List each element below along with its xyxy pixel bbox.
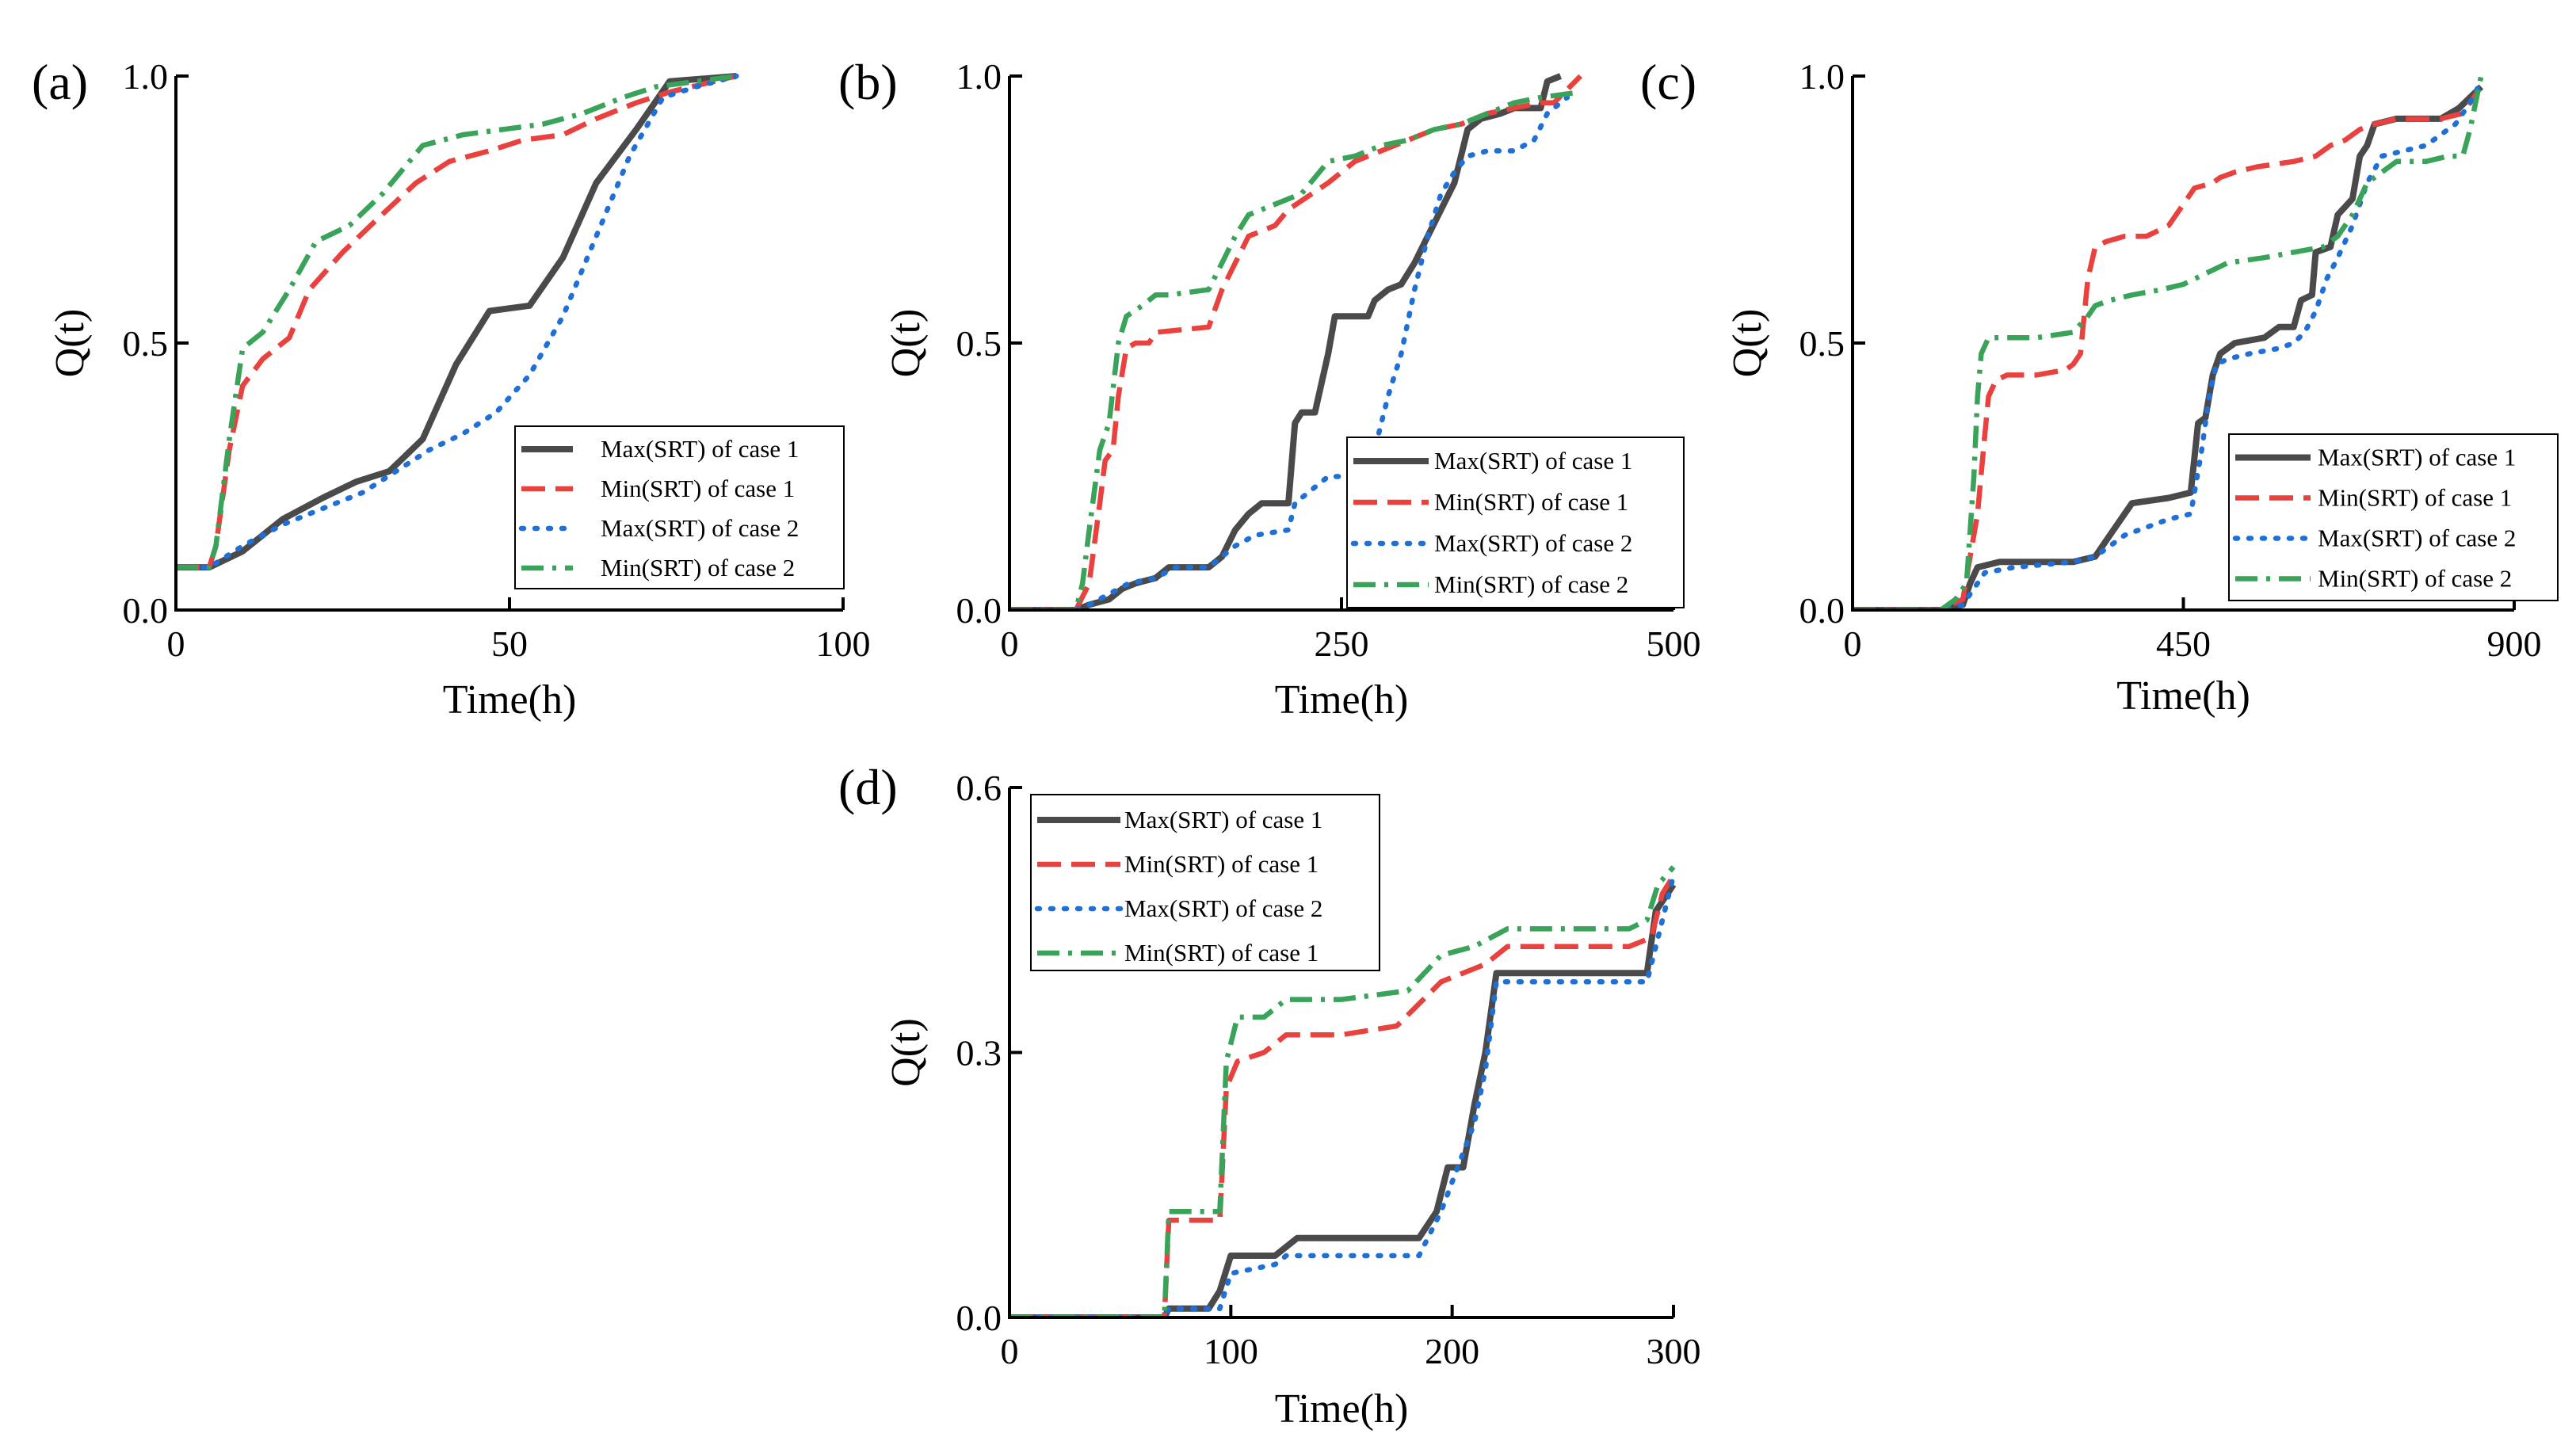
y-tick-label: 0.5	[956, 323, 1002, 364]
legend-entry: Min(SRT) of case 1	[1124, 850, 1319, 878]
x-tick-label: 300	[1647, 1331, 1701, 1371]
legend-entry: Min(SRT) of case 1	[1124, 939, 1319, 967]
x-tick-label: 50	[491, 623, 528, 664]
legend: Max(SRT) of case 1 Min(SRT) of case 1 Max(…	[1030, 794, 1380, 971]
series-group	[1853, 75, 2484, 610]
legend: Max(SRT) of case 1 Min(SRT) of case 1 Max(…	[1346, 437, 1685, 608]
panel-label: (c)	[1640, 54, 1696, 110]
series-line-4	[1009, 89, 1582, 610]
x-tick-label: 0	[1001, 1331, 1019, 1371]
legend-entry: Max(SRT) of case 2	[1434, 529, 1632, 557]
x-tick-label: 100	[1204, 1331, 1258, 1371]
series-group	[1009, 73, 1583, 610]
x-axis-title: Time(h)	[1275, 677, 1409, 723]
series-group	[1009, 865, 1677, 1317]
y-axis-title: Q(t)	[1725, 309, 1770, 378]
legend-box	[514, 425, 845, 589]
x-axis-title: Time(h)	[1275, 1386, 1409, 1432]
series-line-3	[1853, 78, 2484, 610]
y-tick-label: 1.0	[956, 56, 1002, 97]
series-line-1	[1009, 883, 1677, 1317]
y-tick-label: 0.5	[123, 323, 169, 364]
chart-panel-b: 0 250 500 0.0 0.5 1.0 Time(h) Q(t) (b) Max(SRT) o…	[838, 54, 1701, 723]
y-axis-title: Q(t)	[883, 309, 929, 378]
series-line-4	[1009, 865, 1676, 1317]
legend-entry: Max(SRT) of case 1	[601, 435, 799, 463]
x-tick-label: 200	[1425, 1331, 1479, 1371]
legend: Max(SRT) of case 1 Min(SRT) of case 1 Max(…	[2228, 433, 2559, 601]
x-tick-label: 0	[1001, 623, 1019, 664]
y-tick-label: 0.0	[123, 590, 169, 631]
x-tick-label: 100	[816, 623, 871, 664]
series-line-3	[176, 73, 739, 570]
x-axis-title: Time(h)	[443, 677, 577, 723]
x-tick-label: 450	[2156, 623, 2211, 664]
legend-entry: Min(SRT) of case 1	[601, 475, 795, 502]
x-tick-label: 0	[1844, 623, 1862, 664]
y-tick-label: 0.0	[956, 590, 1002, 631]
panel-label: (d)	[838, 759, 898, 815]
chart-panel-c: 0 450 900 0.0 0.5 1.0 Time(h) Q(t) (c) Max(SRT) o…	[1640, 54, 2559, 719]
panel-label: (a)	[32, 54, 88, 110]
legend-entry: Min(SRT) of case 1	[2318, 484, 2512, 512]
series-line-3	[1009, 873, 1677, 1317]
legend-entry: Max(SRT) of case 1	[1434, 447, 1632, 475]
series-line-2	[1009, 874, 1676, 1317]
series-line-3	[1009, 94, 1570, 610]
y-tick-label: 1.0	[123, 56, 169, 97]
chart-panel-a: 0 50 100 0.0 0.5 1.0 Time(h) Q(t) (a) Max(SRT) of…	[32, 54, 871, 723]
series-line-4	[176, 73, 737, 570]
panel-label: (b)	[838, 54, 898, 110]
series-line-1	[1009, 73, 1562, 610]
y-axis-title: Q(t)	[48, 309, 93, 378]
series-group	[176, 73, 739, 571]
y-tick-label: 0.0	[1799, 590, 1845, 631]
legend-box	[2228, 433, 2559, 601]
legend-entry: Max(SRT) of case 2	[2318, 524, 2516, 552]
chart-panel-d: 0 100 200 300 0.0 0.3 0.6 Time(h) Q(t) (d) Max(SRT…	[838, 759, 1701, 1432]
legend-box	[1030, 794, 1380, 971]
series-line-2	[1853, 90, 2480, 610]
legend-entry: Min(SRT) of case 1	[1434, 488, 1628, 516]
legend-box	[1346, 437, 1685, 608]
x-tick-label: 0	[167, 623, 185, 664]
legend-entry: Max(SRT) of case 1	[1124, 806, 1322, 833]
legend-entry: Max(SRT) of case 2	[601, 514, 799, 542]
x-tick-label: 500	[1647, 623, 1701, 664]
legend-entry: Min(SRT) of case 2	[2318, 565, 2512, 593]
x-tick-label: 250	[1315, 623, 1369, 664]
series-line-4	[1853, 75, 2484, 610]
legend-entry: Min(SRT) of case 2	[601, 554, 795, 582]
legend-entry: Max(SRT) of case 1	[2318, 444, 2516, 471]
y-tick-label: 0.3	[956, 1033, 1002, 1073]
y-axis-title: Q(t)	[883, 1018, 929, 1087]
legend-entry: Min(SRT) of case 2	[1434, 570, 1628, 598]
y-tick-label: 1.0	[1799, 56, 1845, 97]
x-axis-title: Time(h)	[2116, 673, 2250, 719]
legend: Max(SRT) of case 1 Min(SRT) of case 1 Max(…	[514, 425, 845, 589]
x-tick-label: 900	[2487, 623, 2542, 664]
y-tick-label: 0.6	[956, 768, 1002, 808]
legend-entry: Max(SRT) of case 2	[1124, 894, 1322, 922]
y-tick-label: 0.5	[1799, 323, 1845, 364]
y-tick-label: 0.0	[956, 1298, 1002, 1338]
